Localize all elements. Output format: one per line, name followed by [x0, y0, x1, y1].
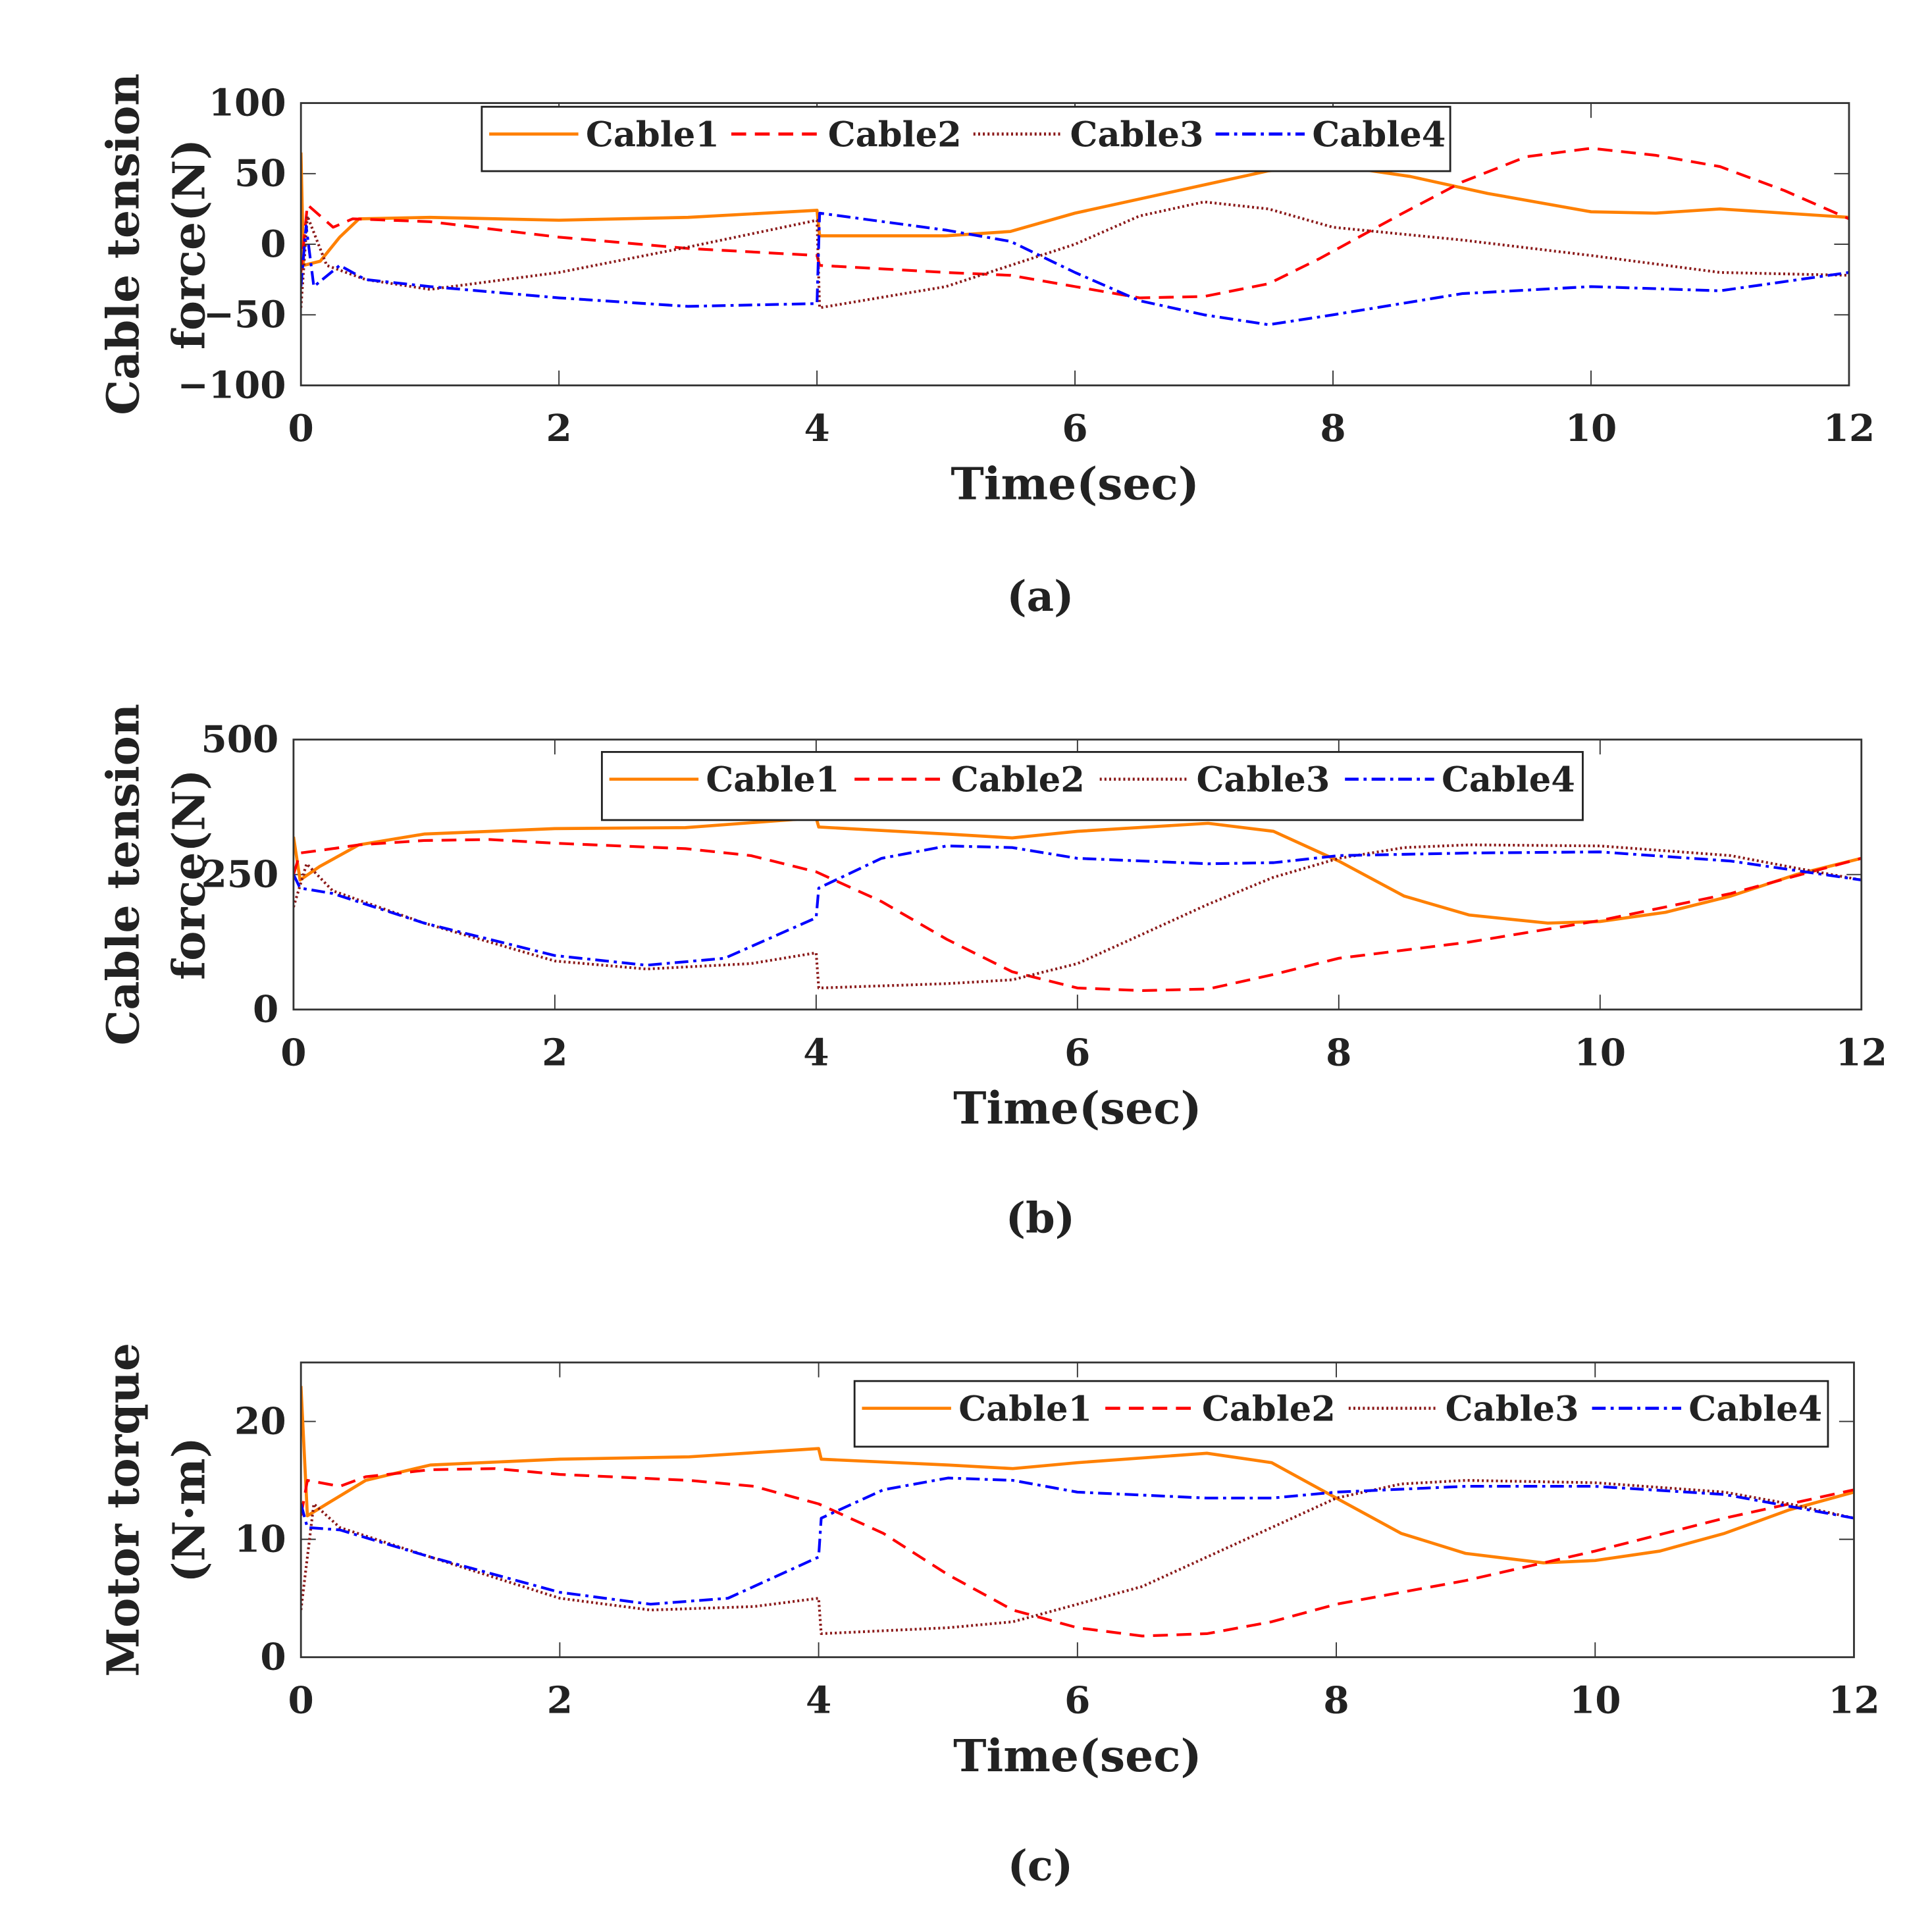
legend: Cable1 Cable2 Cable3 Cable4: [853, 1380, 1829, 1448]
x-tick-label: 6: [1064, 1678, 1090, 1722]
y-tick-label: 100: [209, 81, 286, 124]
legend-label-cable1: Cable1: [586, 115, 719, 155]
x-tick-label: 12: [1835, 1031, 1887, 1074]
x-tick-label: 4: [803, 1031, 829, 1074]
series-line-cable4: [293, 844, 1862, 967]
x-tick-label: 0: [288, 407, 314, 450]
x-tick-label: 2: [547, 1678, 573, 1722]
x-tick-label: 6: [1062, 407, 1087, 450]
x-tick-label: 2: [546, 407, 572, 450]
legend-label-cable1: Cable1: [706, 760, 839, 800]
legend-box: [481, 105, 1451, 172]
x-axis-label: Time(sec): [953, 1081, 1201, 1134]
series-line-cable2: [301, 147, 1849, 299]
x-tick-label: 10: [1565, 407, 1617, 450]
series-line-cable3: [301, 1478, 1854, 1636]
y-tick-label: 0: [260, 1636, 286, 1679]
axes-frame: [300, 1361, 1855, 1659]
x-tick-label: 10: [1569, 1678, 1621, 1722]
x-tick-label: 2: [542, 1031, 567, 1074]
chart-panel-a: 0 2 4 6 8 10 12 −100 −50 0 50 100 Cable1 Cable2 Cable3…: [97, 73, 1875, 621]
legend-label-cable4: Cable4: [1312, 115, 1446, 155]
series-line-cable1: [293, 816, 1862, 925]
x-tick-label: 8: [1323, 1678, 1349, 1722]
legend-label-cable2: Cable2: [828, 115, 962, 155]
series-line-cable1: [301, 152, 1849, 267]
chart-panel-c: 0 2 4 6 8 10 12 0 10 20 Cable1 Cable2 Cable3 Cable4 Ti…: [97, 1343, 1880, 1890]
panel-label: (b): [1006, 1193, 1075, 1243]
legend-label-cable2: Cable2: [951, 760, 1085, 800]
y-tick-label: 0: [260, 222, 286, 266]
x-tick-label: 8: [1326, 1031, 1351, 1074]
series-line-cable4: [301, 1476, 1854, 1606]
legend: Cable1 Cable2 Cable3 Cable4: [481, 105, 1451, 172]
y-axis-label-line1: Cable tension: [97, 704, 149, 1045]
axes-frame: [292, 739, 1863, 1011]
series-line-cable1: [301, 1386, 1854, 1565]
x-axis-label: Time(sec): [951, 457, 1199, 510]
y-tick-label: 50: [234, 152, 286, 195]
panel-label: (c): [1008, 1841, 1073, 1890]
x-tick-label: 4: [806, 1678, 831, 1722]
x-tick-label: 12: [1823, 407, 1875, 450]
y-axis-label-line1: Cable tension: [97, 73, 149, 415]
chart-panel-b: 0 2 4 6 8 10 12 0 250 500 Cable1 Cable2 Cable3 Cable4…: [97, 704, 1887, 1243]
y-tick-label: 0: [253, 988, 278, 1031]
legend-label-cable1: Cable1: [958, 1389, 1092, 1429]
y-axis-label-line1: Motor torque: [97, 1343, 149, 1677]
legend-label-cable3: Cable3: [1446, 1389, 1579, 1429]
legend-box: [853, 1380, 1829, 1448]
panel-label: (a): [1006, 572, 1074, 621]
legend-label-cable3: Cable3: [1070, 115, 1204, 155]
y-tick-label: 250: [201, 852, 279, 896]
x-axis-label: Time(sec): [953, 1729, 1201, 1782]
series-line-cable2: [293, 838, 1862, 993]
legend-label-cable3: Cable3: [1196, 760, 1330, 800]
x-tick-label: 12: [1828, 1678, 1880, 1722]
x-tick-label: 0: [280, 1031, 306, 1074]
x-tick-label: 0: [288, 1678, 314, 1722]
y-tick-label: −100: [177, 363, 286, 407]
legend-label-cable2: Cable2: [1202, 1389, 1336, 1429]
legend-label-cable4: Cable4: [1442, 760, 1575, 800]
x-tick-label: 8: [1320, 407, 1345, 450]
y-axis-label-line2: force(N): [162, 769, 215, 980]
legend: Cable1 Cable2 Cable3 Cable4: [600, 751, 1584, 821]
y-tick-label: 500: [201, 717, 279, 761]
y-axis-label-line2: force(N): [162, 139, 215, 350]
x-tick-label: 6: [1064, 1031, 1090, 1074]
y-tick-label: 10: [234, 1517, 286, 1561]
axes-frame: [300, 102, 1850, 386]
y-axis-label-line2: (N·m): [162, 1437, 215, 1582]
legend-box: [600, 751, 1584, 821]
y-tick-label: −50: [203, 293, 286, 336]
series-line-cable4: [301, 211, 1849, 326]
y-tick-label: 20: [234, 1399, 286, 1443]
series-line-cable3: [301, 200, 1849, 309]
legend-label-cable4: Cable4: [1688, 1389, 1822, 1429]
series-line-cable2: [301, 1467, 1854, 1638]
x-tick-label: 10: [1575, 1031, 1627, 1074]
x-tick-label: 4: [804, 407, 829, 450]
